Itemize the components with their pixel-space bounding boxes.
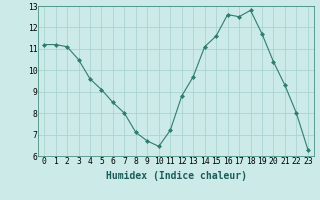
X-axis label: Humidex (Indice chaleur): Humidex (Indice chaleur) — [106, 171, 246, 181]
